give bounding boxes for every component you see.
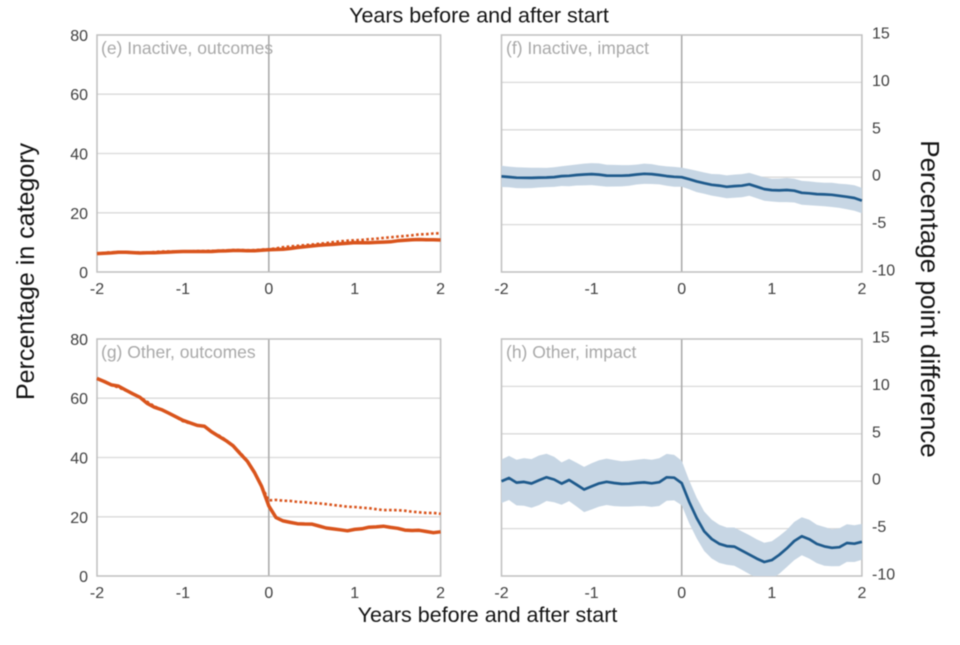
svg-text:Percentage point difference: Percentage point difference [915, 140, 945, 458]
svg-text:60: 60 [70, 87, 88, 104]
svg-text:-5: -5 [872, 215, 886, 232]
svg-text:(g) Other, outcomes: (g) Other, outcomes [101, 342, 256, 362]
svg-text:(e) Inactive, outcomes: (e) Inactive, outcomes [101, 38, 273, 58]
svg-text:Years before and after start: Years before and after start [349, 4, 609, 28]
svg-text:5: 5 [872, 424, 881, 441]
svg-text:0: 0 [79, 265, 88, 282]
svg-text:-1: -1 [584, 585, 598, 602]
svg-text:-2: -2 [90, 585, 104, 602]
svg-text:Years before and after start: Years before and after start [358, 603, 618, 627]
svg-text:5: 5 [872, 120, 881, 137]
svg-text:0: 0 [79, 569, 88, 586]
svg-text:0: 0 [872, 168, 881, 185]
svg-text:2: 2 [857, 585, 866, 602]
svg-text:0: 0 [264, 585, 273, 602]
svg-text:(f) Inactive, impact: (f) Inactive, impact [506, 38, 649, 58]
svg-text:-10: -10 [872, 263, 895, 280]
svg-text:10: 10 [872, 377, 890, 394]
svg-text:(h) Other, impact: (h) Other, impact [506, 342, 636, 362]
svg-text:1: 1 [350, 281, 359, 298]
svg-text:1: 1 [767, 281, 776, 298]
svg-text:-2: -2 [494, 281, 508, 298]
svg-text:0: 0 [264, 281, 273, 298]
svg-text:10: 10 [872, 73, 890, 90]
svg-text:1: 1 [350, 585, 359, 602]
svg-text:40: 40 [70, 451, 88, 468]
svg-text:2: 2 [857, 281, 866, 298]
svg-text:2: 2 [436, 585, 445, 602]
svg-text:40: 40 [70, 147, 88, 164]
svg-text:60: 60 [70, 391, 88, 408]
svg-text:-2: -2 [90, 281, 104, 298]
svg-text:-5: -5 [872, 519, 886, 536]
svg-text:0: 0 [677, 585, 686, 602]
svg-text:Percentage in category: Percentage in category [12, 142, 40, 400]
svg-text:0: 0 [872, 472, 881, 489]
svg-text:-1: -1 [176, 585, 190, 602]
svg-text:-1: -1 [584, 281, 598, 298]
svg-text:80: 80 [70, 28, 88, 45]
svg-text:0: 0 [677, 281, 686, 298]
svg-text:15: 15 [872, 26, 890, 43]
svg-text:15: 15 [872, 330, 890, 347]
svg-text:80: 80 [70, 332, 88, 349]
svg-text:2: 2 [436, 281, 445, 298]
svg-text:20: 20 [70, 510, 88, 527]
svg-text:-2: -2 [494, 585, 508, 602]
svg-text:1: 1 [767, 585, 776, 602]
svg-text:20: 20 [70, 206, 88, 223]
svg-text:-10: -10 [872, 567, 895, 584]
svg-text:-1: -1 [176, 281, 190, 298]
